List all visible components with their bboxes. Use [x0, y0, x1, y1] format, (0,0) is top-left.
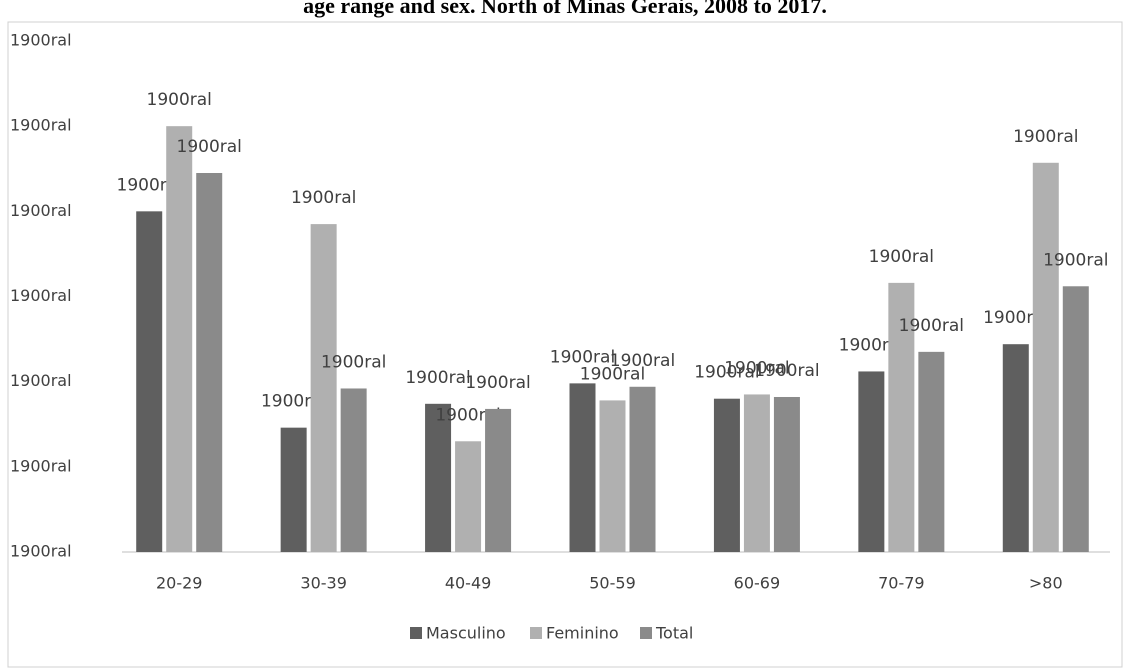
bar [713, 398, 740, 552]
y-tick-label: 1900ral [10, 31, 72, 50]
x-tick-label: 20-29 [156, 574, 203, 593]
legend-swatch [530, 627, 542, 639]
bar [629, 386, 656, 552]
bar [455, 441, 482, 552]
bar [340, 388, 367, 552]
bar [1062, 286, 1089, 552]
data-label: 1900ral [291, 188, 356, 208]
legend-label: Masculino [426, 624, 506, 643]
bar [773, 396, 800, 552]
legend-label: Feminino [546, 624, 619, 643]
bar [485, 408, 512, 552]
bar [196, 173, 223, 552]
y-tick-label: 1900ral [10, 542, 72, 561]
bar [888, 282, 915, 552]
legend-swatch [410, 627, 422, 639]
bar [425, 403, 452, 552]
bar [166, 126, 193, 553]
bar [918, 351, 945, 552]
bar [280, 427, 307, 552]
data-label: 1900ral [465, 373, 530, 393]
bar [743, 394, 770, 552]
x-tick-label: 30-39 [300, 574, 347, 593]
bar [1002, 344, 1029, 552]
data-label: 1900ral [610, 351, 675, 371]
chart-title: age range and sex. North of Minas Gerais… [303, 0, 827, 18]
data-label: 1900ral [261, 392, 326, 412]
data-label: 1900ral [117, 175, 182, 195]
legend-label: Total [655, 624, 693, 643]
legend-swatch [640, 627, 652, 639]
x-tick-label: 70-79 [878, 574, 925, 593]
x-tick-label: 60-69 [734, 574, 781, 593]
bar [1032, 162, 1059, 552]
data-label: 1900ral [869, 247, 934, 267]
data-label: 1900ral [550, 347, 615, 367]
y-tick-label: 1900ral [10, 116, 72, 135]
data-label: 1900ral [1013, 127, 1078, 147]
data-label: 1900ral [435, 405, 500, 425]
data-label: 1900ral [147, 90, 212, 110]
x-tick-label: 40-49 [445, 574, 492, 593]
x-tick-label: >80 [1029, 574, 1063, 593]
chart-frame [7, 21, 1123, 668]
y-tick-label: 1900ral [10, 456, 72, 475]
y-tick-label: 1900ral [10, 286, 72, 305]
bar [310, 224, 337, 552]
x-tick-label: 50-59 [589, 574, 636, 593]
data-label: 1900ral [754, 361, 819, 381]
bar [599, 400, 626, 552]
data-label: 1900ral [1043, 250, 1108, 270]
data-label: 1900ral [177, 137, 242, 157]
bar [136, 211, 163, 553]
y-tick-label: 1900ral [10, 201, 72, 220]
y-tick-label: 1900ral [10, 371, 72, 390]
data-label: 1900ral [694, 363, 759, 383]
data-label: 1900ral [839, 335, 904, 355]
data-label: 1900ral [983, 308, 1048, 328]
data-label: 1900ral [899, 316, 964, 336]
data-label: 1900ral [321, 352, 386, 372]
data-label: 1900ral [405, 368, 470, 388]
data-label: 1900ral [580, 364, 645, 384]
bar [569, 383, 596, 552]
bar [858, 371, 885, 552]
data-label: 1900ral [724, 358, 789, 378]
